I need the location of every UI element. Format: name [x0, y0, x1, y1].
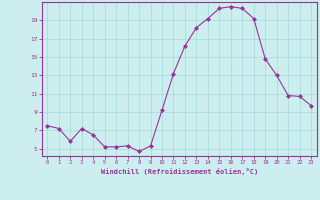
X-axis label: Windchill (Refroidissement éolien,°C): Windchill (Refroidissement éolien,°C)	[100, 168, 258, 175]
